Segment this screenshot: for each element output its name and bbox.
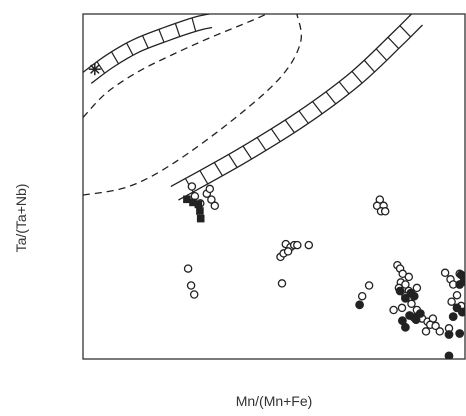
point-filled-circle <box>395 286 405 296</box>
point-open-circle <box>283 247 293 256</box>
point-filled-square <box>183 195 191 204</box>
band-edge-upper <box>170 14 412 188</box>
band-hatch-tick <box>199 170 209 185</box>
band-hatch-tick <box>191 17 197 32</box>
band-hatch-tick <box>298 110 309 124</box>
point-asterisk <box>88 63 101 76</box>
point-open-circle <box>357 291 367 301</box>
band-hatch-tick <box>387 36 400 50</box>
point-open-circle <box>364 281 374 290</box>
point-filled-circle <box>400 293 410 303</box>
dashed-field-boundary <box>83 14 267 118</box>
point-open-circle <box>189 290 199 299</box>
band-hatch-tick <box>256 137 267 151</box>
band-hatch-tick <box>375 48 388 61</box>
point-filled-square <box>196 207 204 215</box>
point-filled-circle <box>444 330 454 339</box>
point-filled-circle <box>455 329 465 338</box>
band-hatch-tick <box>96 61 106 74</box>
dashed-field-boundary <box>83 14 302 196</box>
band-hatch-tick <box>213 162 224 177</box>
band-hatch-tick <box>141 35 149 49</box>
point-filled-square <box>194 200 203 209</box>
point-filled-circle <box>415 309 425 318</box>
point-open-circle <box>186 281 196 290</box>
band-hatch-tick <box>126 42 134 56</box>
point-open-circle <box>210 201 220 211</box>
hatched-field-boundary <box>83 14 213 84</box>
point-filled-square <box>196 214 205 223</box>
point-filled-circle <box>411 315 421 325</box>
point-open-circle <box>205 184 215 194</box>
point-filled-square <box>189 198 197 207</box>
point-open-circle <box>404 272 414 282</box>
point-open-circle <box>207 195 216 204</box>
band-hatch-tick <box>325 91 337 105</box>
point-filled-circle <box>409 291 419 301</box>
data-points <box>88 63 465 359</box>
y-axis-title: Ta/(Ta+Nb) <box>13 184 29 253</box>
point-filled-circle <box>400 322 410 332</box>
point-open-circle <box>401 280 410 289</box>
point-filled-circle <box>448 312 458 322</box>
point-open-circle <box>380 207 390 216</box>
point-open-circle <box>421 327 431 336</box>
point-filled-circle <box>459 277 465 286</box>
point-open-circle <box>397 303 407 313</box>
band-hatch-tick <box>312 101 323 115</box>
band-hatch-tick <box>242 145 253 160</box>
band-hatch-tick <box>270 128 281 143</box>
point-open-circle <box>277 279 287 288</box>
point-open-circle <box>304 240 314 250</box>
band-hatch-tick <box>284 119 295 133</box>
point-open-circle <box>187 182 197 191</box>
point-open-circle <box>440 268 450 278</box>
point-open-circle <box>389 305 398 315</box>
point-open-circle <box>407 299 416 309</box>
point-filled-circle <box>452 303 462 313</box>
plot-area-frame <box>82 13 466 360</box>
band-hatch-tick <box>363 59 376 73</box>
band-hatch-tick <box>158 29 165 43</box>
band-hatch-tick <box>174 23 181 37</box>
point-open-circle <box>435 327 445 336</box>
band-edge-lower <box>90 26 213 84</box>
point-filled-circle <box>444 351 454 359</box>
band-hatch-tick <box>351 71 363 84</box>
band-hatch-tick <box>228 154 238 168</box>
point-filled-circle <box>355 300 365 310</box>
asterisk-stroke <box>90 64 100 74</box>
band-hatch-tick <box>110 51 120 65</box>
point-open-circle <box>183 264 193 273</box>
point-open-circle <box>293 240 302 250</box>
point-open-circle <box>452 290 462 300</box>
band-hatch-tick <box>338 81 350 95</box>
field-boundaries <box>83 14 423 201</box>
band-edge-lower <box>178 24 423 201</box>
point-open-circle <box>431 321 440 331</box>
x-axis-title: Mn/(Mn+Fe) <box>236 393 313 409</box>
band-hatch-tick <box>399 25 412 38</box>
hatched-field-boundary <box>170 14 423 201</box>
point-open-circle <box>447 297 456 306</box>
point-open-circle <box>412 283 422 293</box>
band-edge-upper <box>83 14 210 73</box>
